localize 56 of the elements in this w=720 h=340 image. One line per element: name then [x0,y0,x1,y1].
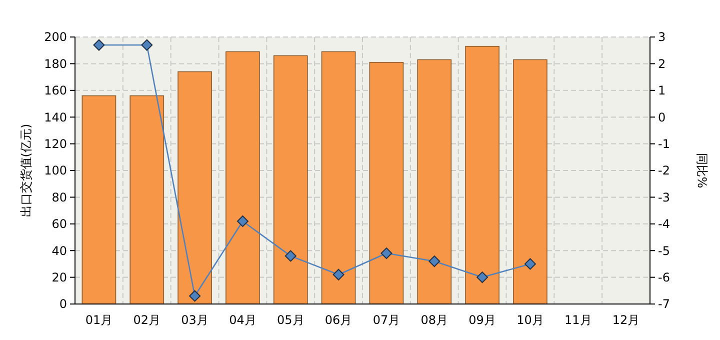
y-tick-label: 100 [44,164,67,178]
x-tick-label: 10月 [516,313,544,327]
y2-tick-label: 2 [658,56,666,71]
bar [417,59,452,304]
bar [82,95,116,304]
y-tick-label: 40 [52,244,67,258]
y2-tick-label: 0 [658,110,666,124]
point [524,258,536,270]
y-tick-label: 60 [52,217,67,232]
bar [465,46,500,304]
point [141,39,153,51]
bar [178,71,212,304]
y-tick-label: 80 [52,190,67,204]
bar [226,51,260,304]
x-tick-label: 01月 [85,313,113,327]
bar [369,62,404,304]
x-tick-label: 07月 [372,313,400,327]
x-tick-label: 09月 [468,313,496,327]
y2-tick-label: -3 [658,190,670,204]
bar [130,95,164,304]
y-axis-title: 出口交货值(亿元) [19,124,33,218]
x-tick-label: 05月 [276,313,304,327]
y-tick-label: 200 [44,30,67,44]
x-tick-label: 11月 [564,313,592,327]
bar [513,59,548,304]
point [284,250,296,262]
x-tick-label: 08月 [420,313,448,327]
point [380,248,392,260]
x-tick-label: 12月 [612,313,640,327]
point [93,39,105,51]
y2-tick-label: -7 [658,297,670,312]
bar [321,51,356,304]
bar [273,55,308,304]
y-tick-label: 140 [44,110,67,124]
point [236,215,248,227]
y2-tick-label: 1 [658,84,666,98]
y2-tick-label: -6 [658,270,670,284]
x-tick-label: 06月 [324,313,352,327]
point [189,290,201,302]
x-tick-label: 02月 [133,313,161,327]
y-tick-label: 20 [52,270,67,284]
point [428,256,440,268]
y-tick-label: 160 [44,84,67,98]
y-tick-label: 120 [44,137,67,151]
point [332,268,344,280]
y-tick-label: 180 [44,56,67,71]
x-tick-label: 03月 [181,313,208,327]
y2-tick-label: -1 [658,137,670,151]
x-tick-label: 04月 [229,313,256,327]
y2-tick-label: 3 [658,30,666,44]
y2-axis-title: 同比% [695,152,709,188]
y2-tick-label: -5 [658,244,670,258]
y-tick-label: 0 [59,297,67,312]
point [476,272,488,284]
y2-tick-label: -4 [658,217,670,232]
y2-tick-label: -2 [658,164,670,178]
